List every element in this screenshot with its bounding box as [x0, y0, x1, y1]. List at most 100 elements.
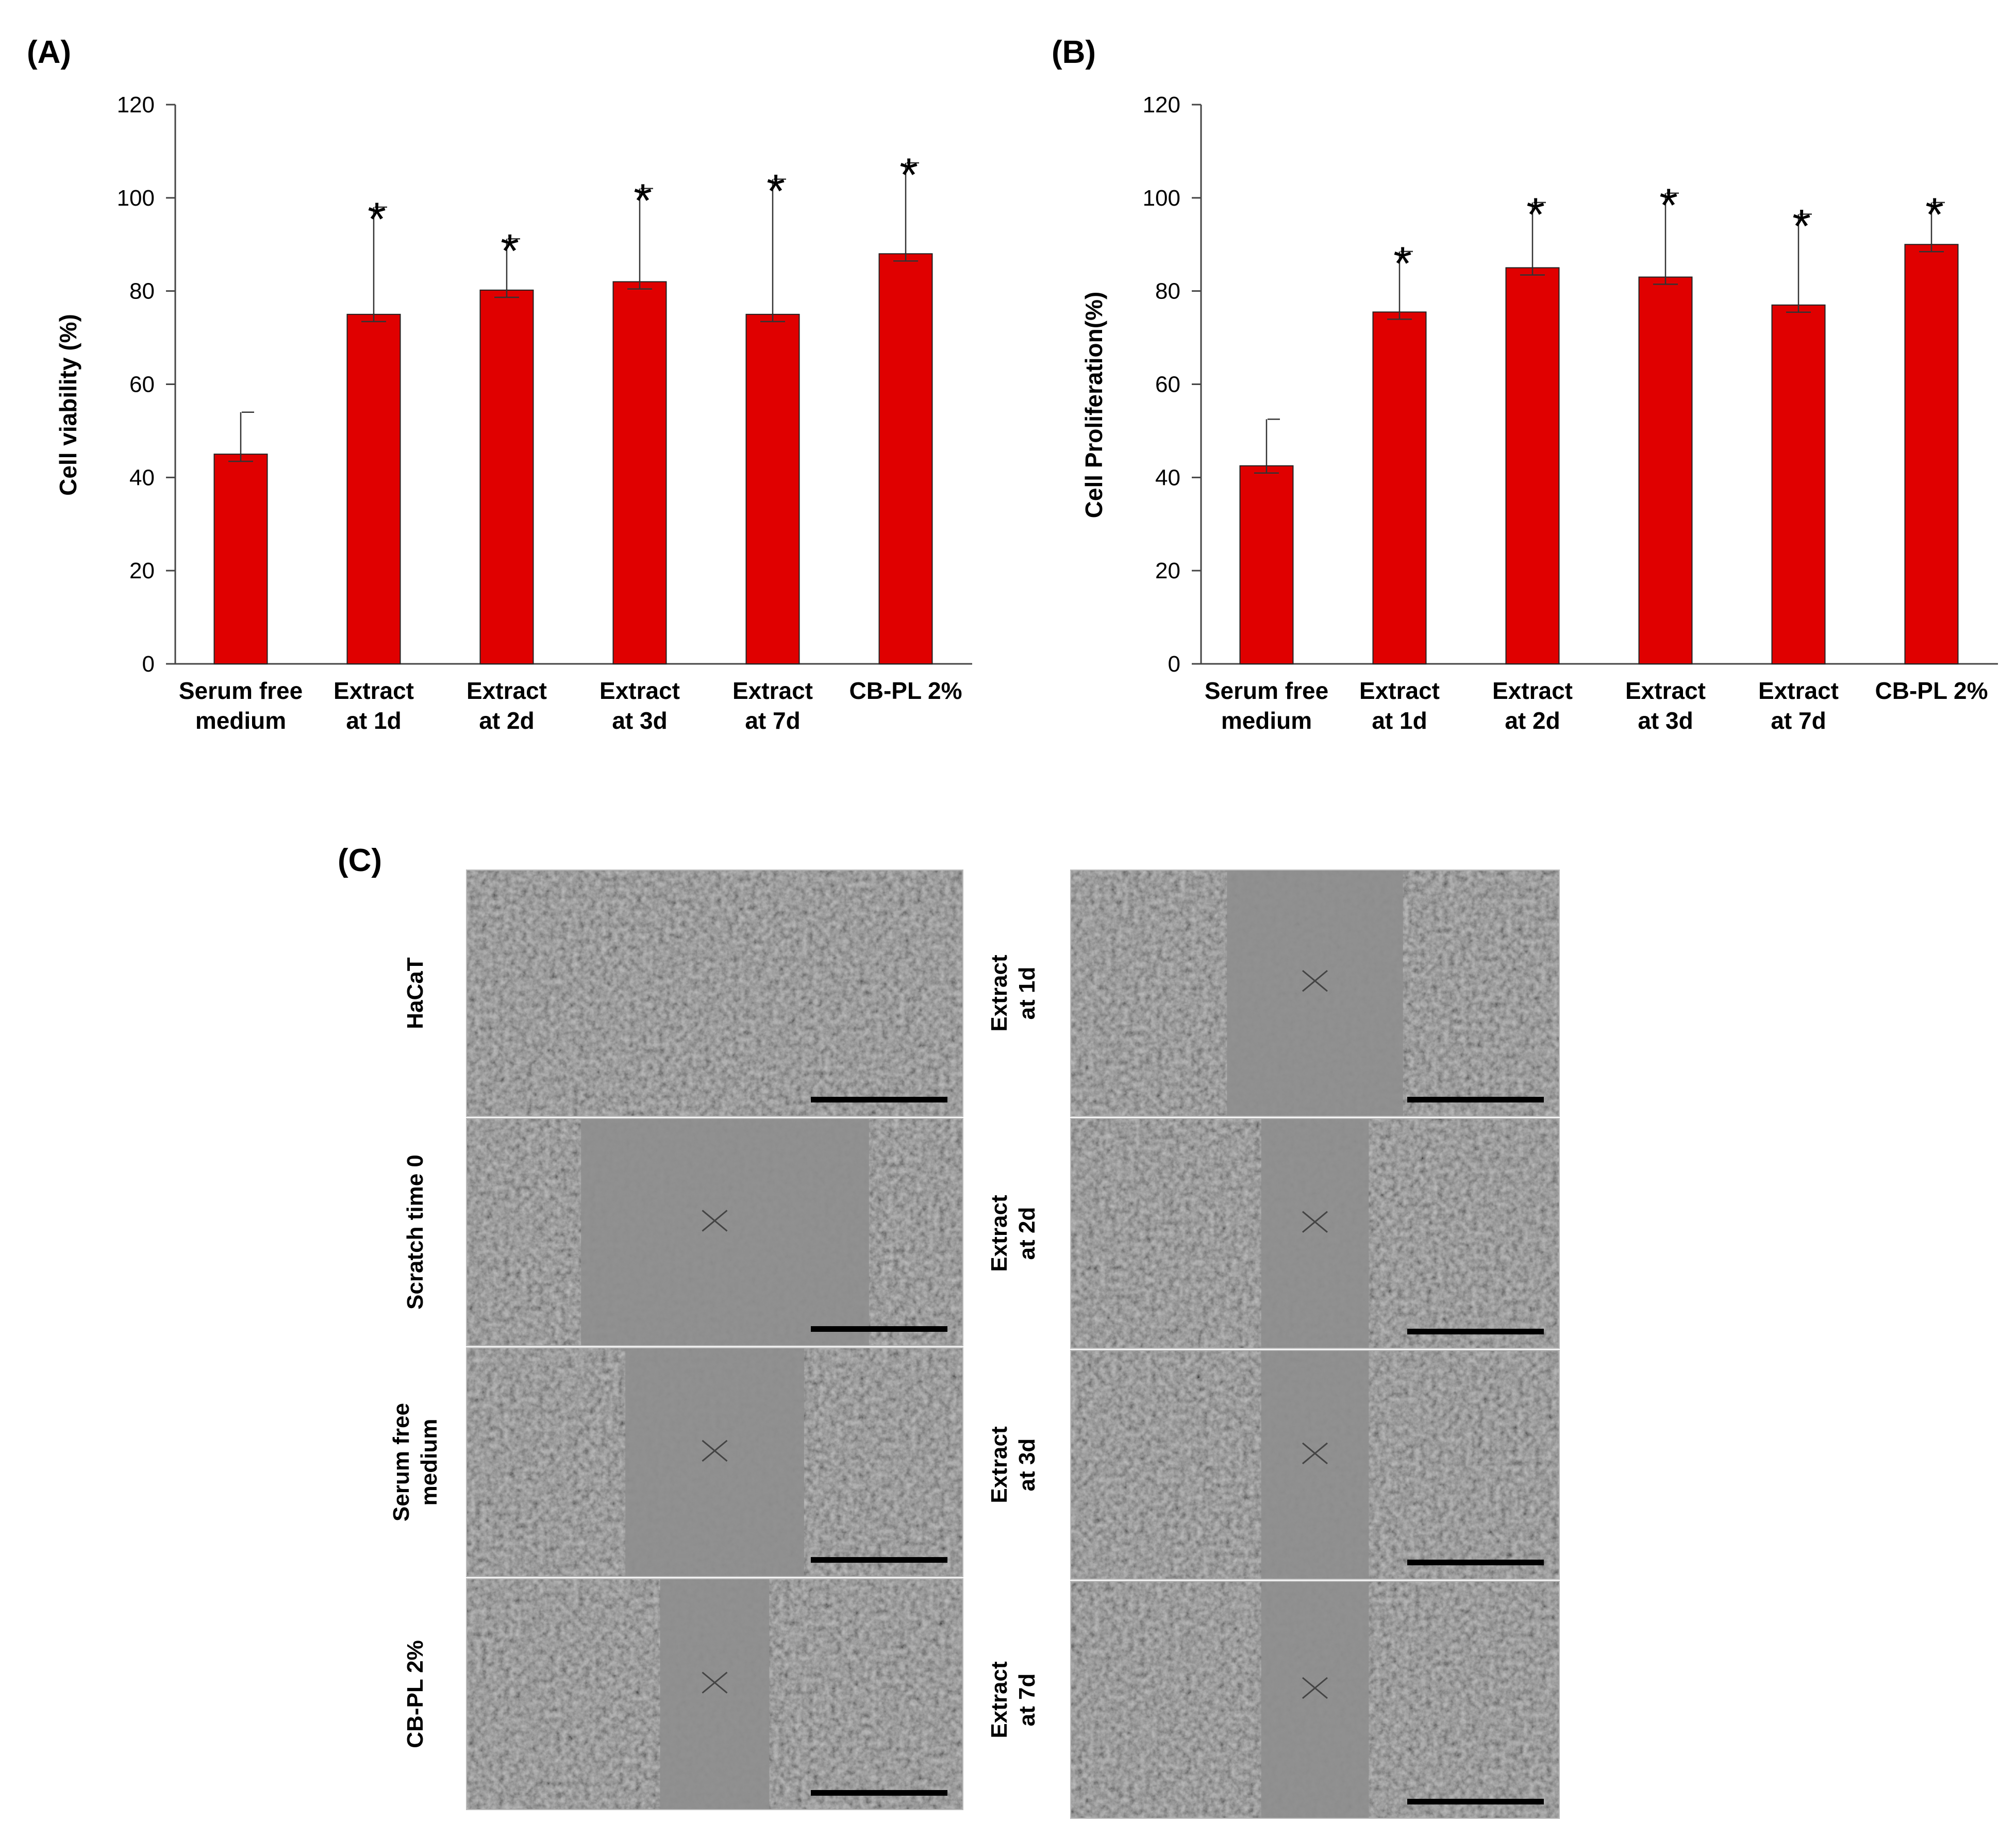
x-category-label: Extract — [466, 677, 547, 704]
micrograph-tile: Extract at 7d — [987, 1581, 1560, 1819]
reference-cross-mark — [1302, 1211, 1328, 1233]
reference-cross-mark — [702, 1671, 728, 1694]
significance-marker: * — [501, 225, 519, 277]
micrograph-border — [466, 870, 963, 1117]
y-tick-label: 20 — [129, 558, 155, 583]
reference-cross-mark — [1302, 1442, 1328, 1464]
micrograph-label: Serum free — [389, 1403, 414, 1522]
micrograph-border — [466, 1578, 963, 1810]
y-tick-label: 0 — [142, 651, 155, 677]
significance-marker: * — [1792, 200, 1811, 253]
micrograph-tile: Extract at 3d — [987, 1350, 1560, 1580]
x-category-label: medium — [1221, 707, 1312, 734]
x-category-label: Extract — [732, 677, 813, 704]
y-tick-label: 100 — [117, 186, 155, 211]
y-tick-label: 0 — [1168, 651, 1180, 677]
scale-bar — [1407, 1097, 1544, 1102]
y-tick-label: 80 — [1155, 279, 1180, 304]
scratch-gap — [1261, 1581, 1369, 1818]
x-category-label: Extract — [1359, 677, 1440, 704]
bar — [1372, 311, 1427, 664]
y-tick-label: 80 — [129, 279, 155, 304]
scale-bar — [1407, 1799, 1544, 1804]
reference-cross-mark — [1302, 1677, 1328, 1699]
significance-marker: * — [899, 149, 918, 202]
scale-bar — [811, 1557, 947, 1563]
panel-label-b: (B) — [1052, 35, 1096, 70]
x-category-label: at 2d — [1505, 707, 1560, 734]
micrograph-label: at 2d — [1014, 1207, 1040, 1260]
micrograph-label: at 3d — [1014, 1439, 1040, 1492]
significance-marker: * — [767, 165, 785, 218]
y-tick-label: 60 — [129, 372, 155, 397]
micrograph-label: at 7d — [1014, 1674, 1040, 1727]
y-tick-label: 20 — [1155, 558, 1180, 583]
scale-bar — [811, 1790, 947, 1796]
x-category-label: at 1d — [346, 707, 401, 734]
bar — [1505, 267, 1560, 664]
micrograph-label: Extract — [987, 1195, 1012, 1272]
significance-marker: * — [634, 175, 652, 227]
bar — [479, 289, 534, 664]
micrograph-tile: Extract at 2d — [987, 1118, 1560, 1349]
y-tick-label: 40 — [129, 465, 155, 490]
y-tick-label: 100 — [1143, 186, 1180, 211]
micrograph-label: CB-PL 2% — [403, 1640, 428, 1748]
reference-cross-mark — [702, 1210, 728, 1232]
micrograph-label: Extract — [987, 1661, 1012, 1738]
scratch-gap — [625, 1348, 804, 1577]
panel-label-c: (C) — [338, 843, 382, 878]
x-category-label: at 7d — [745, 707, 800, 734]
micrograph-tile: Serum free medium — [389, 1347, 963, 1577]
scale-bar — [811, 1097, 947, 1102]
scratch-gap — [1261, 1118, 1369, 1348]
y-axis-title: Cell viability (%) — [55, 314, 81, 496]
micrograph-label: at 1d — [1014, 967, 1040, 1020]
x-category-label: at 3d — [1638, 707, 1693, 734]
micrograph-tile: Scratch time 0 — [403, 1118, 963, 1346]
micrograph-border — [1070, 870, 1560, 1117]
significance-marker: * — [368, 193, 386, 246]
y-tick-label: 60 — [1155, 372, 1180, 397]
micrograph-grid: HaCaT Scratch time 0 Serum free medium CB-PL… — [389, 870, 1560, 1819]
y-tick-label: 40 — [1155, 465, 1180, 490]
x-category-label: Serum free — [1205, 677, 1328, 704]
significance-marker: * — [1526, 189, 1545, 241]
scale-bar — [811, 1326, 947, 1332]
scratch-gap — [660, 1579, 770, 1810]
scale-bar — [1407, 1329, 1544, 1334]
x-category-label: Serum free — [179, 677, 303, 704]
micrograph-border — [1070, 1118, 1560, 1349]
y-axis-title: Cell Proliferation(%) — [1080, 292, 1107, 519]
scratch-gap — [1227, 870, 1403, 1116]
micrograph-label: medium — [416, 1419, 442, 1506]
x-category-label: Extract — [334, 677, 414, 704]
reference-cross-mark — [702, 1440, 728, 1462]
panel-label-a: (A) — [27, 35, 71, 70]
micrograph-label: Scratch time 0 — [403, 1155, 428, 1310]
micrograph-border — [1070, 1350, 1560, 1580]
bar — [1904, 244, 1959, 664]
micrograph-border — [1070, 1581, 1560, 1819]
x-category-label: medium — [195, 707, 286, 734]
bar — [1638, 276, 1693, 664]
micrograph-label: Extract — [987, 1426, 1012, 1503]
chart-a: 0 20 40 60 80 100 120 Cell viability (%) Serum f… — [55, 92, 972, 734]
reference-cross-mark — [1302, 969, 1328, 992]
micrograph-label: HaCaT — [403, 957, 428, 1029]
scratch-gap — [1261, 1350, 1369, 1579]
significance-marker: * — [1925, 189, 1944, 241]
x-category-label: at 3d — [612, 707, 667, 734]
x-category-label: Extract — [599, 677, 680, 704]
x-category-label: Extract — [1492, 677, 1573, 704]
bar — [1239, 465, 1294, 665]
significance-marker: * — [1393, 238, 1412, 290]
x-category-label: Extract — [1625, 677, 1706, 704]
x-category-label: at 1d — [1372, 707, 1427, 734]
micrograph-label: Extract — [987, 955, 1012, 1032]
x-category-label: CB-PL 2% — [1875, 677, 1988, 704]
bar — [745, 313, 800, 664]
bar — [213, 454, 268, 664]
significance-marker: * — [1659, 179, 1678, 232]
